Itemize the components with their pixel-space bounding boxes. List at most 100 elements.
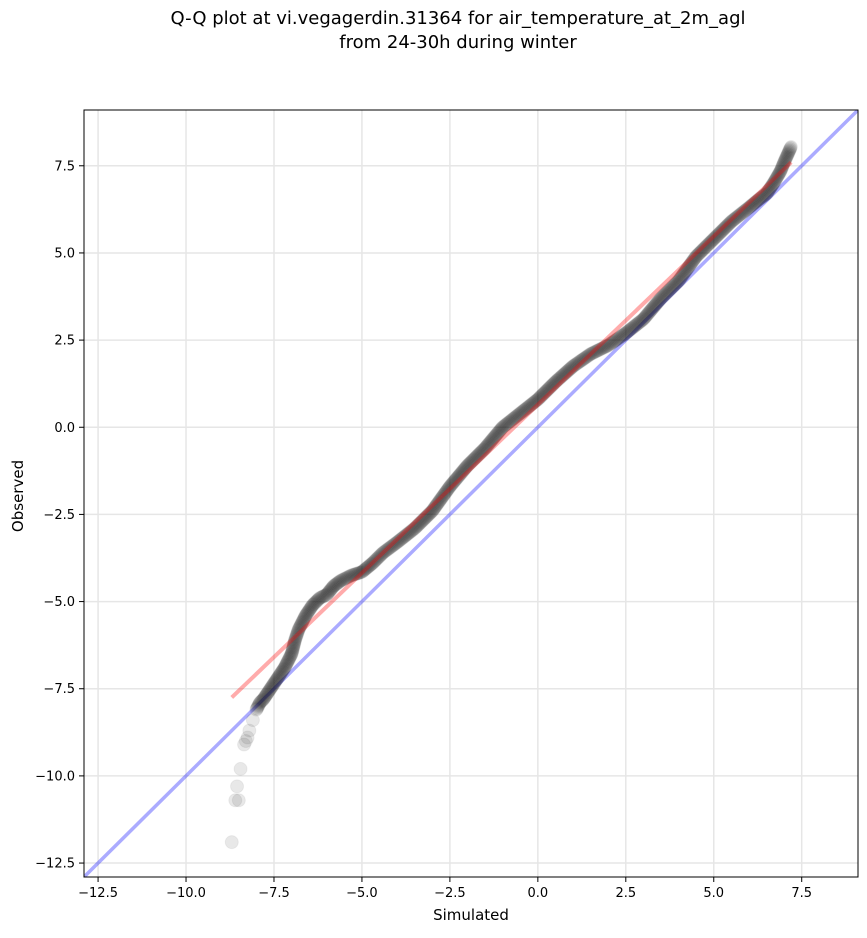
qq-point <box>648 298 663 313</box>
qq-point <box>252 696 267 711</box>
qq-point <box>465 454 480 469</box>
qq-point <box>772 165 787 180</box>
qq-point <box>253 694 268 709</box>
qq-point <box>293 617 308 632</box>
qq-point <box>228 793 243 808</box>
qq-point <box>299 607 314 622</box>
qq-point <box>460 458 475 473</box>
qq-point <box>335 573 349 588</box>
qq-point <box>483 435 498 450</box>
qq-point <box>230 779 245 794</box>
qq-point <box>748 195 763 210</box>
qq-point <box>324 581 339 596</box>
qq-point <box>440 482 455 497</box>
qq-point <box>637 311 652 326</box>
qq-point <box>703 235 718 250</box>
qq-point <box>709 229 724 244</box>
qq-point <box>776 157 791 172</box>
qq-point <box>481 437 496 452</box>
qq-point <box>351 566 366 581</box>
x-tick-label: 7.5 <box>791 886 812 901</box>
qq-point <box>267 675 282 690</box>
qq-point <box>525 396 540 411</box>
qq-point <box>317 588 332 603</box>
qq-point <box>453 466 468 481</box>
qq-point <box>687 251 702 266</box>
qq-point <box>742 199 757 214</box>
qq-point <box>554 369 569 384</box>
qq-point <box>464 454 479 469</box>
qq-point <box>584 346 599 361</box>
qq-point <box>507 411 522 426</box>
qq-point <box>774 161 789 176</box>
qq-point <box>397 529 412 544</box>
qq-point <box>301 604 316 619</box>
qq-point <box>587 345 602 360</box>
qq-point <box>541 382 556 397</box>
qq-point <box>286 639 301 654</box>
qq-point <box>743 199 758 214</box>
qq-point <box>595 341 610 356</box>
qq-point <box>653 291 668 306</box>
qq-point <box>738 203 753 218</box>
qq-point <box>258 689 273 704</box>
qq-point <box>754 190 769 205</box>
qq-point <box>769 170 784 185</box>
qq-point <box>535 387 550 402</box>
qq-point <box>717 220 732 235</box>
qq-point <box>683 256 698 271</box>
qq-point <box>255 693 270 708</box>
qq-point <box>621 323 636 338</box>
qq-point <box>751 192 766 207</box>
qq-point <box>660 284 675 299</box>
qq-point <box>387 536 402 551</box>
qq-point <box>557 367 572 382</box>
qq-point <box>392 533 407 548</box>
qq-point <box>471 447 486 462</box>
qq-point <box>600 338 615 353</box>
qq-point <box>753 191 768 206</box>
qq-point <box>287 635 302 650</box>
qq-point <box>238 734 253 749</box>
qq-point <box>495 420 510 435</box>
qq-point <box>622 322 637 337</box>
qq-point <box>328 577 343 592</box>
qq-point <box>475 443 490 458</box>
qq-point <box>369 552 384 567</box>
qq-point <box>319 587 334 602</box>
qq-point <box>741 200 756 215</box>
qq-point <box>357 562 372 577</box>
qq-point <box>382 540 397 555</box>
qq-point <box>347 567 362 582</box>
qq-point <box>550 373 565 388</box>
qq-point <box>759 186 774 201</box>
qq-point <box>582 347 597 362</box>
qq-point <box>713 225 728 240</box>
qq-point <box>462 456 477 471</box>
qq-point <box>413 515 428 530</box>
qq-point <box>323 582 338 597</box>
qq-point <box>511 407 526 422</box>
qq-point <box>286 640 301 655</box>
qq-point <box>400 527 415 542</box>
qq-point <box>494 421 509 436</box>
x-tick-label: −7.5 <box>258 886 290 901</box>
qq-point <box>233 761 248 776</box>
qq-point <box>257 690 272 705</box>
qq-point <box>683 257 698 272</box>
qq-point <box>404 523 419 538</box>
y-tick-label: −12.5 <box>35 857 75 872</box>
qq-point <box>563 361 578 376</box>
qq-point <box>581 348 596 363</box>
qq-point <box>784 140 798 154</box>
qq-point <box>546 376 561 391</box>
qq-point <box>385 538 400 553</box>
qq-point <box>708 230 723 245</box>
qq-point <box>630 317 645 332</box>
qq-point <box>298 608 313 623</box>
qq-point <box>519 401 534 416</box>
qq-point <box>298 609 313 624</box>
qq-point <box>615 328 630 343</box>
qq-point <box>370 551 385 566</box>
qq-point <box>269 673 284 688</box>
